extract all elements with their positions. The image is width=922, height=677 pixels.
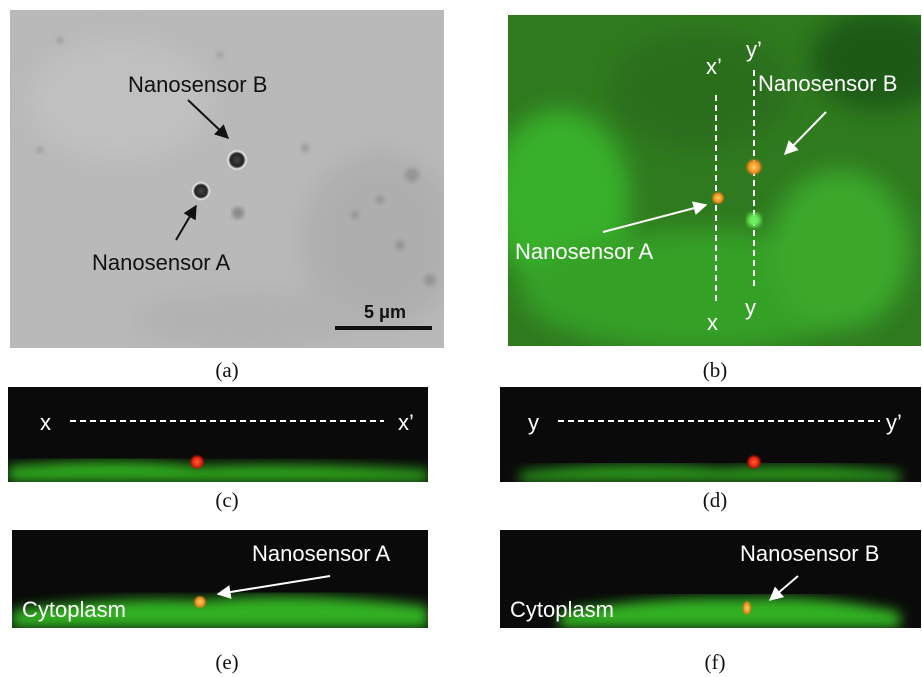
caption: (b) xyxy=(703,358,728,382)
caption: (f) xyxy=(705,650,726,674)
brightfield-image xyxy=(10,10,460,350)
scale-bar xyxy=(335,326,432,330)
label: y’ xyxy=(886,410,902,435)
nanosensor-a-particle xyxy=(190,180,212,202)
label: y’ xyxy=(746,37,762,62)
label: x’ xyxy=(706,54,722,79)
caption: (d) xyxy=(703,488,728,512)
label: Nanosensor A xyxy=(252,541,391,566)
label: y xyxy=(745,295,756,320)
label: Nanosensor A xyxy=(515,239,654,264)
label: Nanosensor B xyxy=(128,72,267,97)
figure: Nanosensor B Nanosensor A 5 μm (a) x’ y’ xyxy=(0,0,922,677)
caption: (c) xyxy=(215,488,238,512)
nanosensor-dot xyxy=(746,454,762,470)
panel-f: Nanosensor B Cytoplasm (f) xyxy=(500,530,921,674)
label: x’ xyxy=(398,410,414,435)
label: y xyxy=(528,410,539,435)
nanosensor-a-dot xyxy=(711,191,725,205)
label: Cytoplasm xyxy=(22,597,126,622)
panel-e: Nanosensor A Cytoplasm (e) xyxy=(12,530,428,674)
nanosensor-b-dot xyxy=(745,158,763,176)
label: Nanosensor B xyxy=(740,541,879,566)
panel-d: y y’ (d) xyxy=(500,387,921,512)
nanosensor-dot xyxy=(742,600,752,616)
section-image xyxy=(500,387,921,482)
panel-c: x x’ (c) xyxy=(8,387,428,512)
nanosensor-dot xyxy=(189,454,205,470)
label: Nanosensor A xyxy=(92,250,231,275)
body: {"panels": [ {"caption": "(a)", "labels"… xyxy=(0,0,922,677)
label: x xyxy=(707,310,718,335)
caption: (a) xyxy=(215,358,238,382)
page: Nanosensor figure html, body { margin: 0… xyxy=(0,0,922,677)
label: Cytoplasm xyxy=(510,597,614,622)
panel-b: x’ y’ Nanosensor B Nanosensor A x y (b) xyxy=(490,10,922,382)
label: Nanosensor B xyxy=(758,71,897,96)
nanosensor-b-particle xyxy=(225,148,249,172)
nanosensor-dot xyxy=(193,595,207,609)
panel-a: Nanosensor B Nanosensor A 5 μm (a) xyxy=(10,10,460,382)
section-image xyxy=(8,387,428,482)
label: x xyxy=(40,410,51,435)
caption: (e) xyxy=(215,650,238,674)
scale-bar-label: 5 μm xyxy=(364,302,406,322)
